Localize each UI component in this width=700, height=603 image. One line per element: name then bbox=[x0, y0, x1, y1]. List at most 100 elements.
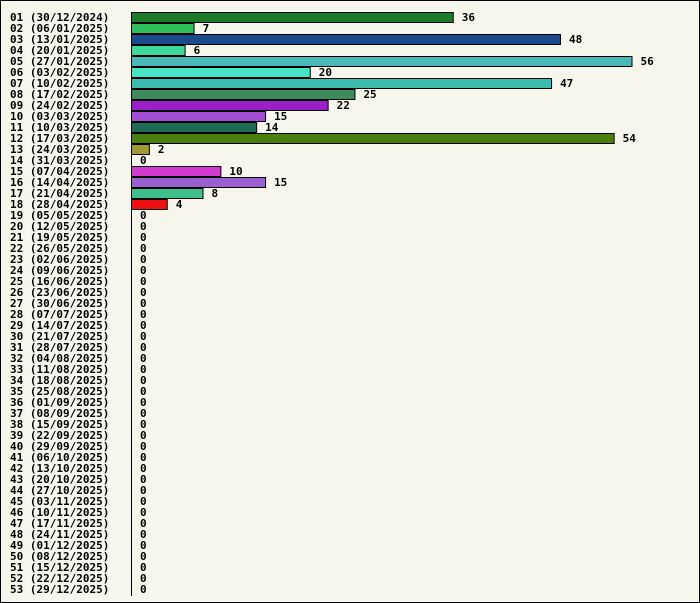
category-label: 46 (10/11/2025) bbox=[10, 506, 109, 519]
bar bbox=[131, 122, 258, 133]
category-label: 17 (21/04/2025) bbox=[10, 187, 109, 200]
category-label: 50 (08/12/2025) bbox=[10, 550, 109, 563]
value-label: 0 bbox=[140, 352, 147, 365]
category-label: 11 (10/03/2025) bbox=[10, 121, 109, 134]
value-label: 0 bbox=[140, 484, 147, 497]
value-label: 14 bbox=[265, 121, 279, 134]
value-label: 0 bbox=[140, 506, 147, 519]
bar bbox=[131, 12, 454, 23]
bar bbox=[131, 166, 222, 177]
value-label: 0 bbox=[140, 242, 147, 255]
category-label: 21 (19/05/2025) bbox=[10, 231, 109, 244]
category-label: 38 (15/09/2025) bbox=[10, 418, 109, 431]
bar bbox=[131, 144, 150, 155]
category-label: 32 (04/08/2025) bbox=[10, 352, 109, 365]
category-label: 25 (16/06/2025) bbox=[10, 275, 109, 288]
category-label: 26 (23/06/2025) bbox=[10, 286, 109, 299]
bar bbox=[131, 34, 561, 45]
category-label: 16 (14/04/2025) bbox=[10, 176, 109, 189]
value-label: 6 bbox=[194, 44, 201, 57]
value-label: 2 bbox=[158, 143, 165, 156]
value-label: 8 bbox=[212, 187, 219, 200]
category-label: 19 (05/05/2025) bbox=[10, 209, 109, 222]
category-label: 31 (28/07/2025) bbox=[10, 341, 109, 354]
category-label: 27 (30/06/2025) bbox=[10, 297, 109, 310]
category-label: 09 (24/02/2025) bbox=[10, 99, 109, 112]
value-label: 20 bbox=[319, 66, 332, 79]
value-label: 7 bbox=[203, 22, 210, 35]
category-label: 53 (29/12/2025) bbox=[10, 583, 109, 596]
category-label: 23 (02/06/2025) bbox=[10, 253, 109, 266]
value-label: 0 bbox=[140, 374, 147, 387]
value-label: 0 bbox=[140, 363, 147, 376]
value-label: 15 bbox=[274, 110, 287, 123]
value-label: 0 bbox=[140, 341, 147, 354]
value-label: 0 bbox=[140, 385, 147, 398]
category-label: 48 (24/11/2025) bbox=[10, 528, 109, 541]
category-label: 15 (07/04/2025) bbox=[10, 165, 109, 178]
value-label: 0 bbox=[140, 429, 147, 442]
bar bbox=[131, 111, 267, 122]
value-label: 0 bbox=[140, 407, 147, 420]
category-label: 14 (31/03/2025) bbox=[10, 154, 109, 167]
value-label: 0 bbox=[140, 462, 147, 475]
category-label: 07 (10/02/2025) bbox=[10, 77, 109, 90]
value-label: 22 bbox=[337, 99, 350, 112]
value-label: 0 bbox=[140, 264, 147, 277]
bars bbox=[131, 12, 633, 210]
value-label: 0 bbox=[140, 154, 147, 167]
category-label: 20 (12/05/2025) bbox=[10, 220, 109, 233]
category-label: 47 (17/11/2025) bbox=[10, 517, 109, 530]
value-label: 0 bbox=[140, 561, 147, 574]
category-label: 01 (30/12/2024) bbox=[10, 11, 109, 24]
category-label: 28 (07/07/2025) bbox=[10, 308, 109, 321]
value-label: 0 bbox=[140, 517, 147, 530]
category-label: 02 (06/01/2025) bbox=[10, 22, 109, 35]
bar bbox=[131, 133, 615, 144]
category-label: 18 (28/04/2025) bbox=[10, 198, 109, 211]
value-label: 0 bbox=[140, 253, 147, 266]
category-label: 13 (24/03/2025) bbox=[10, 143, 109, 156]
value-label: 0 bbox=[140, 286, 147, 299]
category-label: 08 (17/02/2025) bbox=[10, 88, 109, 101]
category-label: 45 (03/11/2025) bbox=[10, 495, 109, 508]
value-label: 4 bbox=[176, 198, 183, 211]
value-labels: 3674865620472522151454201015840000000000… bbox=[140, 11, 654, 596]
value-label: 10 bbox=[229, 165, 242, 178]
value-label: 0 bbox=[140, 231, 147, 244]
value-label: 0 bbox=[140, 572, 147, 585]
value-label: 0 bbox=[140, 418, 147, 431]
value-label: 0 bbox=[140, 297, 147, 310]
value-label: 36 bbox=[462, 11, 476, 24]
category-label: 22 (26/05/2025) bbox=[10, 242, 109, 255]
value-label: 0 bbox=[140, 583, 147, 596]
bar bbox=[131, 23, 195, 34]
bar bbox=[131, 89, 356, 100]
value-label: 0 bbox=[140, 220, 147, 233]
category-label: 42 (13/10/2025) bbox=[10, 462, 109, 475]
value-label: 56 bbox=[641, 55, 655, 68]
category-label: 35 (25/08/2025) bbox=[10, 385, 109, 398]
category-label: 05 (27/01/2025) bbox=[10, 55, 109, 68]
category-label: 34 (18/08/2025) bbox=[10, 374, 109, 387]
category-label: 52 (22/12/2025) bbox=[10, 572, 109, 585]
value-label: 0 bbox=[140, 495, 147, 508]
bar bbox=[131, 100, 329, 111]
category-label: 37 (08/09/2025) bbox=[10, 407, 109, 420]
category-label: 03 (13/01/2025) bbox=[10, 33, 109, 46]
value-label: 0 bbox=[140, 308, 147, 321]
value-label: 15 bbox=[274, 176, 287, 189]
category-label: 10 (03/03/2025) bbox=[10, 110, 109, 123]
value-label: 0 bbox=[140, 330, 147, 343]
value-label: 0 bbox=[140, 396, 147, 409]
category-labels: 01 (30/12/2024)02 (06/01/2025)03 (13/01/… bbox=[10, 11, 109, 596]
category-label: 33 (11/08/2025) bbox=[10, 363, 109, 376]
category-label: 04 (20/01/2025) bbox=[10, 44, 109, 57]
category-label: 30 (21/07/2025) bbox=[10, 330, 109, 343]
value-label: 48 bbox=[569, 33, 582, 46]
value-label: 0 bbox=[140, 440, 147, 453]
value-label: 0 bbox=[140, 209, 147, 222]
category-label: 06 (03/02/2025) bbox=[10, 66, 109, 79]
